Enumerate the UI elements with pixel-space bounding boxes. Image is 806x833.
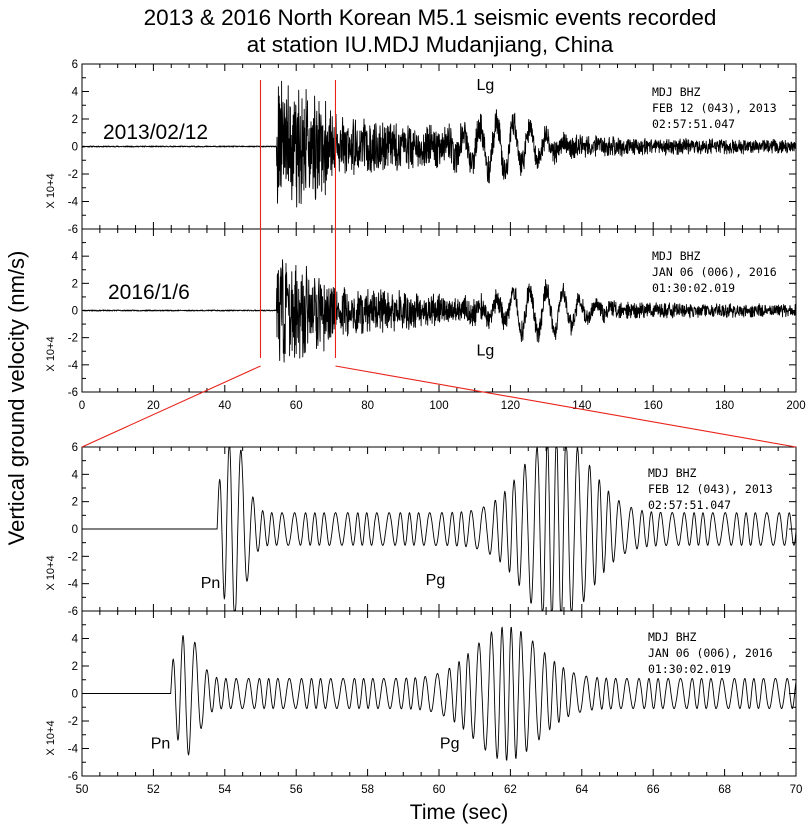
panel-zoom-2013: 6 4 2 0 -2 -4 -6 X 10+4 Pn Pg MDJ BHZ FEB 12 (043),… bbox=[45, 442, 797, 618]
y-tick-label: 0 bbox=[72, 306, 78, 318]
phase-label-pn: Pn bbox=[201, 575, 221, 592]
y-tick-label: -2 bbox=[68, 551, 78, 563]
phase-label-pg: Pg bbox=[426, 572, 446, 589]
panel-overview-2013: 6 4 2 0 -2 -4 -6 X 10+4 2013/02/12 Lg MDJ BHZ FEB 1… bbox=[45, 59, 797, 236]
phase-label-pn: Pn bbox=[151, 736, 171, 753]
phase-label-pg: Pg bbox=[440, 736, 460, 753]
station-meta-line: 02:57:51.047 bbox=[648, 498, 731, 512]
y-tick-label: -2 bbox=[68, 333, 78, 345]
y-tick-label: 0 bbox=[72, 689, 78, 701]
y-tick-label: -4 bbox=[68, 744, 79, 756]
station-meta-line: JAN 06 (006), 2016 bbox=[652, 265, 777, 279]
y-multiplier-label: X 10+4 bbox=[45, 555, 57, 590]
y-tick-label: -6 bbox=[68, 771, 78, 783]
y-tick-label: -6 bbox=[68, 387, 78, 399]
x-tick-label: 58 bbox=[361, 784, 374, 796]
station-meta-line: 01:30:02.019 bbox=[652, 281, 735, 295]
x-tick-label: 60 bbox=[433, 784, 446, 796]
x-tick-label: 60 bbox=[290, 400, 303, 412]
y-tick-label: 6 bbox=[72, 442, 78, 454]
y-tick-label: -2 bbox=[68, 169, 78, 181]
event-date-label: 2013/02/12 bbox=[103, 121, 208, 144]
y-tick-label: 0 bbox=[72, 142, 78, 154]
y-tick-label: 2 bbox=[72, 278, 78, 290]
zoom-connector-right bbox=[335, 365, 797, 448]
y-tick-label: -4 bbox=[68, 360, 79, 372]
y-tick-label: 4 bbox=[72, 469, 79, 481]
zoom-connector-lines bbox=[81, 80, 797, 448]
station-meta-line: MDJ BHZ bbox=[648, 466, 697, 480]
station-meta-line: 01:30:02.019 bbox=[648, 662, 731, 676]
station-meta-line: MDJ BHZ bbox=[652, 85, 701, 99]
y-tick-label: 0 bbox=[72, 524, 78, 536]
y-tick-label: 2 bbox=[72, 661, 78, 673]
y-tick-label: 4 bbox=[72, 634, 79, 646]
y-tick-label: 2 bbox=[72, 114, 78, 126]
y-multiplier-label: X 10+4 bbox=[45, 720, 57, 755]
x-tick-label: 70 bbox=[790, 784, 803, 796]
station-meta-line: JAN 06 (006), 2016 bbox=[648, 646, 773, 660]
x-tick-label: 80 bbox=[361, 400, 374, 412]
y-tick-label: 2 bbox=[72, 497, 78, 509]
waveform-trace bbox=[81, 80, 797, 208]
figure-title-line1: 2013 & 2016 North Korean M5.1 seismic ev… bbox=[144, 5, 717, 30]
y-tick-label: 4 bbox=[72, 87, 79, 99]
zoom-connector-left bbox=[81, 365, 261, 448]
y-multiplier-label: X 10+4 bbox=[45, 173, 57, 208]
figure-title-line2: at station IU.MDJ Mudanjiang, China bbox=[247, 32, 614, 57]
y-tick-label: 6 bbox=[72, 59, 78, 71]
x-tick-label: 64 bbox=[575, 784, 588, 796]
waveform-trace bbox=[82, 447, 797, 611]
x-tick-label: 200 bbox=[786, 400, 805, 412]
y-tick-label: 4 bbox=[72, 251, 79, 263]
y-tick-label: -4 bbox=[68, 197, 79, 209]
waveform-trace bbox=[81, 259, 797, 363]
x-tick-label: 0 bbox=[79, 400, 85, 412]
y-tick-label: -6 bbox=[68, 606, 78, 618]
x-tick-label: 54 bbox=[218, 784, 231, 796]
y-multiplier-label: X 10+4 bbox=[45, 336, 57, 371]
x-tick-label: 62 bbox=[504, 784, 517, 796]
panel-zoom-2016: 4 2 0 -2 -4 -650 52 54 56 58 60 62 64 66 68 70 X 10+4 Pn P… bbox=[45, 610, 803, 796]
y-tick-label: -6 bbox=[68, 224, 78, 236]
x-tick-label: 66 bbox=[647, 784, 660, 796]
x-tick-label: 160 bbox=[644, 400, 663, 412]
x-tick-label: 56 bbox=[290, 784, 303, 796]
y-tick-label: -2 bbox=[68, 716, 78, 728]
x-tick-label: 52 bbox=[147, 784, 160, 796]
x-tick-label: 68 bbox=[718, 784, 731, 796]
phase-label-lg: Lg bbox=[477, 77, 495, 94]
x-tick-label: 120 bbox=[501, 400, 520, 412]
waveform-trace bbox=[82, 626, 797, 761]
station-meta-line: FEB 12 (043), 2013 bbox=[652, 101, 777, 115]
x-tick-label: 40 bbox=[218, 400, 231, 412]
x-tick-label: 180 bbox=[715, 400, 734, 412]
y-axis-label: Vertical ground velocity (nm/s) bbox=[4, 251, 29, 546]
station-meta-line: MDJ BHZ bbox=[648, 630, 697, 644]
x-axis-label: Time (sec) bbox=[410, 801, 508, 824]
phase-label-lg: Lg bbox=[477, 342, 495, 359]
station-meta-line: FEB 12 (043), 2013 bbox=[648, 482, 773, 496]
y-tick-label: -4 bbox=[68, 579, 79, 591]
x-tick-label: 20 bbox=[147, 400, 160, 412]
station-meta-line: 02:57:51.047 bbox=[652, 117, 735, 131]
station-meta-line: MDJ BHZ bbox=[652, 249, 701, 263]
x-tick-label: 100 bbox=[429, 400, 448, 412]
event-date-label: 2016/1/6 bbox=[108, 281, 190, 304]
x-tick-label: 50 bbox=[76, 784, 89, 796]
